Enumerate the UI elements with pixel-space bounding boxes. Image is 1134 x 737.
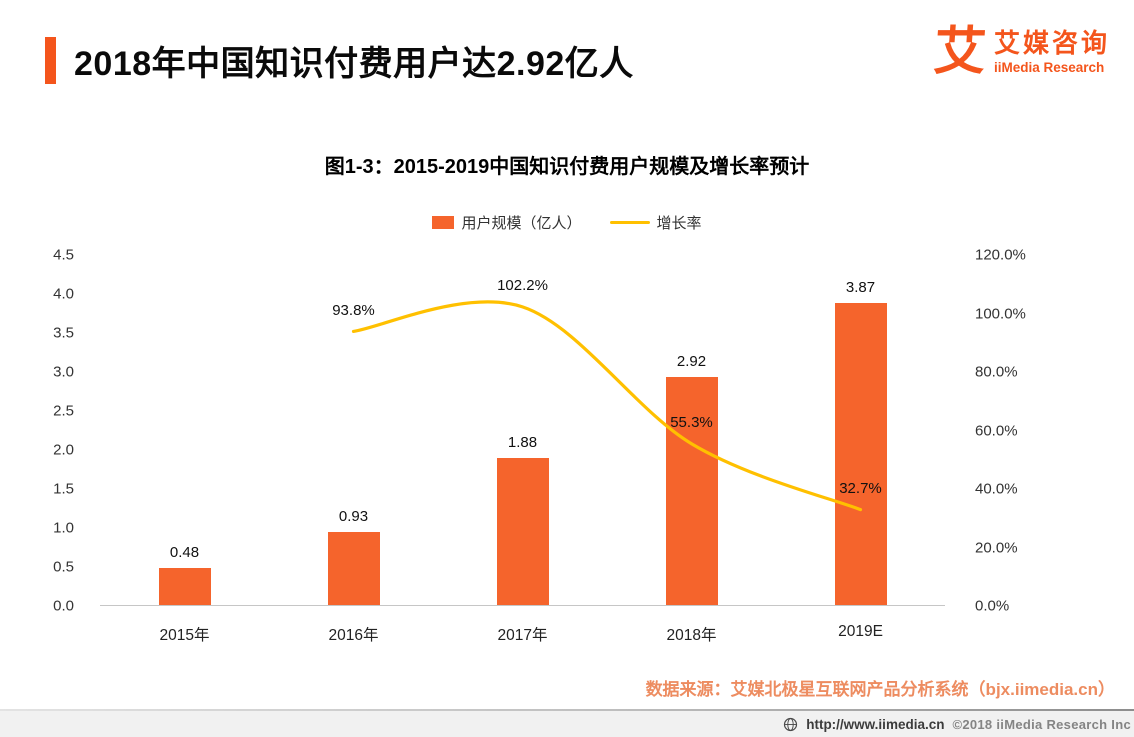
y-axis-right-tick: 40.0%: [975, 480, 1018, 498]
bar-2015年: [158, 567, 211, 605]
growth-line-path: [351, 300, 863, 512]
x-axis-label: 2019E: [838, 623, 883, 640]
growth-value-label: 93.8%: [332, 301, 375, 319]
x-axis-label: 2017年: [497, 627, 548, 644]
x-axis-label: 2018年: [666, 627, 717, 644]
legend-line-swatch-icon: [609, 221, 650, 224]
y-axis-right-tick: 20.0%: [975, 539, 1018, 556]
y-axis-left-tick: 3.0: [53, 363, 74, 381]
footer-bar: http://www.iimedia.cn ©2018 iiMedia Rese…: [0, 711, 1134, 737]
y-axis-left-tick: 1.0: [53, 519, 74, 537]
bar-2019E: [834, 303, 887, 605]
bar-2018年: [665, 377, 718, 605]
bar-value-label: 2.92: [676, 353, 707, 371]
bar-value-label: 3.87: [845, 279, 876, 297]
brand-name-cn: 艾媒咨询: [993, 28, 1110, 59]
source-note: 数据来源：艾媒北极星互联网产品分析系统（bjx.iimedia.cn）: [645, 680, 1115, 699]
y-axis-right: 120.0% 100.0% 80.0% 60.0% 40.0% 20.0% 0.0%: [975, 247, 1055, 615]
legend-line-label: 增长率: [656, 215, 702, 232]
y-axis-left-tick: 4.0: [53, 285, 74, 303]
growth-value-label: 32.7%: [839, 480, 882, 498]
y-axis-right-tick: 0.0%: [975, 597, 1010, 615]
chart-title: 图1-3：2015-2019中国知识付费用户规模及增长率预计: [324, 156, 810, 178]
y-axis-left-tick: 4.5: [53, 246, 74, 264]
y-axis-left-tick: 2.0: [53, 441, 74, 459]
y-axis-left-tick: 3.5: [53, 324, 74, 342]
y-axis-right-tick: 120.0%: [975, 246, 1026, 264]
bar-value-label: 0.93: [338, 508, 369, 526]
bar-2017年: [496, 458, 549, 605]
y-axis-left-tick: 1.5: [53, 480, 74, 498]
page-title: 2018年中国知识付费用户达2.92亿人: [74, 45, 634, 83]
brand-text: 艾媒咨询 iiMedia Research: [994, 29, 1110, 75]
bar-2016年: [327, 532, 380, 605]
legend-bar-label: 用户规模（亿人）: [461, 215, 582, 232]
y-axis-left-tick: 2.5: [53, 402, 74, 420]
y-axis-right-tick: 60.0%: [975, 422, 1018, 439]
y-axis-right-tick: 80.0%: [975, 363, 1018, 381]
globe-icon: [784, 717, 798, 731]
brand-mark-icon: 艾: [931, 23, 989, 81]
footer-divider: [0, 709, 1134, 711]
chart-legend: 用户规模（亿人） 增长率: [0, 212, 1134, 233]
x-axis: 2015年 2016年 2017年 2018年 2019E: [100, 623, 945, 647]
y-axis-right-tick: 100.0%: [975, 305, 1026, 322]
footer-url: http://www.iimedia.cn: [806, 716, 945, 732]
x-axis-label: 2015年: [159, 627, 210, 644]
y-axis-left: 4.5 4.0 3.5 3.0 2.5 2.0 1.5 1.0 0.5 0.0: [30, 247, 78, 615]
y-axis-left-tick: 0.0: [53, 597, 74, 615]
growth-value-label: 55.3%: [670, 414, 713, 432]
y-axis-left-tick: 0.5: [53, 558, 74, 576]
bar-value-label: 0.48: [169, 543, 200, 561]
plot-area: 0.48 0.93 1.88 2.92 3.87 93.8% 102.2% 55.3% 32.7…: [100, 255, 945, 606]
legend-bar-swatch-icon: [432, 216, 455, 229]
bar-value-label: 1.88: [507, 434, 538, 452]
growth-line-svg: [351, 300, 863, 512]
growth-value-label: 102.2%: [497, 277, 548, 295]
brand-logo: 艾 艾媒咨询 iiMedia Research: [931, 23, 1110, 81]
footer-copyright: ©2018 iiMedia Research Inc: [952, 716, 1131, 732]
brand-name-en: iiMedia Research: [993, 59, 1105, 75]
x-axis-label: 2016年: [328, 627, 379, 644]
title-accent-bar: [45, 37, 56, 84]
